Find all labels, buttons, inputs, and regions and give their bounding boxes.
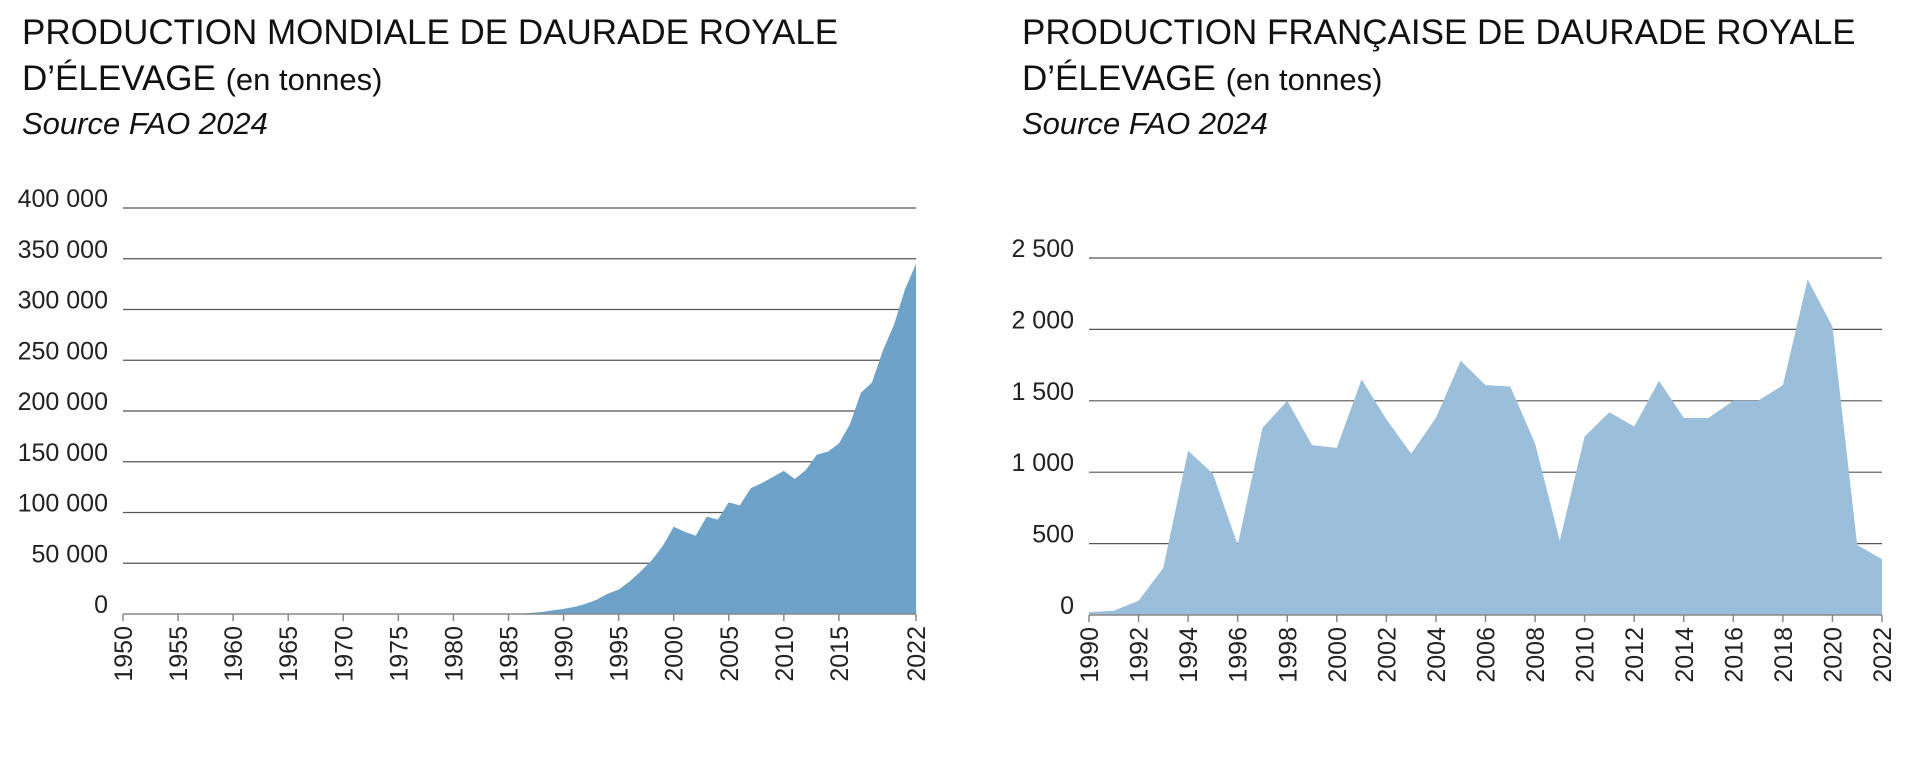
x-tick-label: 1980: [440, 626, 468, 682]
y-tick-label: 1 000: [1011, 449, 1074, 477]
x-tick-label: 1960: [220, 626, 248, 682]
x-tick-label: 1990: [1076, 627, 1104, 683]
chart-source: Source FAO 2024: [22, 106, 268, 141]
world-production-area-chart: 0 50 000 100 000 150 000 200 000 250 000 300 0…: [18, 185, 931, 682]
x-tick-label: 2014: [1671, 627, 1699, 683]
x-tick-label: 2000: [1324, 627, 1352, 683]
y-tick-label: 100 000: [18, 490, 108, 518]
chart-title: PRODUCTION MONDIALE DE DAURADE ROYALE D’…: [22, 10, 838, 103]
x-tick-label: 1994: [1175, 627, 1203, 683]
chart-title-line2: D’ÉLEVAGE (en tonnes): [1022, 56, 1856, 103]
chart-title-unit: (en tonnes): [1225, 62, 1383, 97]
y-tick-label: 0: [1060, 592, 1074, 620]
x-tick-label: 2022: [903, 626, 931, 682]
y-tick-label: 50 000: [32, 540, 108, 568]
y-tick-label: 2 000: [1011, 306, 1074, 334]
x-tick-label: 1995: [606, 626, 634, 682]
chart-title-line2-main: D’ÉLEVAGE: [1022, 59, 1216, 98]
x-tick-label: 2012: [1621, 627, 1649, 683]
x-tick-label: 2020: [1819, 627, 1847, 683]
chart-source: Source FAO 2024: [1022, 106, 1268, 141]
x-tick-label: 2010: [771, 626, 799, 682]
chart-title-unit: (en tonnes): [225, 62, 383, 97]
area-series: [1089, 279, 1882, 615]
x-tick-label: 2016: [1720, 627, 1748, 683]
chart-title-line1: PRODUCTION FRANÇAISE DE DAURADE ROYALE: [1022, 13, 1856, 52]
x-tick-label: 2018: [1770, 627, 1798, 683]
x-tick-label: 2002: [1373, 627, 1401, 683]
x-tick-label: 1950: [110, 626, 138, 682]
france-production-area-chart: 0 500 1 000 1 500 2 000 2 500 1990 1992 1994 1996…: [1011, 235, 1897, 683]
x-tick-label: 2010: [1572, 627, 1600, 683]
y-tick-label: 150 000: [18, 439, 108, 467]
x-tick-label: 2008: [1522, 627, 1550, 683]
y-tick-label: 500: [1032, 521, 1074, 549]
y-tick-label: 300 000: [18, 287, 108, 315]
y-tick-label: 400 000: [18, 185, 108, 213]
x-tick-label: 1992: [1126, 627, 1154, 683]
x-tick-label: 2006: [1473, 627, 1501, 683]
chart-title-line2: D’ÉLEVAGE (en tonnes): [22, 56, 838, 103]
x-tick-label: 2004: [1423, 627, 1451, 683]
chart-title-line1: PRODUCTION MONDIALE DE DAURADE ROYALE: [22, 13, 839, 52]
world-production-chart-panel: PRODUCTION MONDIALE DE DAURADE ROYALE D’…: [0, 0, 931, 774]
y-tick-label: 350 000: [18, 236, 108, 264]
x-tick-label: 1996: [1225, 627, 1253, 683]
area-series: [123, 263, 916, 614]
x-tick-label: 2022: [1869, 627, 1897, 683]
y-tick-label: 2 500: [1011, 235, 1074, 263]
y-tick-label: 250 000: [18, 337, 108, 365]
x-tick-label: 2015: [826, 626, 854, 682]
x-tick-label: 1975: [385, 626, 413, 682]
x-tick-label: 1970: [330, 626, 358, 682]
y-tick-label: 0: [94, 591, 108, 619]
y-tick-label: 200 000: [18, 388, 108, 416]
x-tick-label: 1990: [551, 626, 579, 682]
x-tick-label: 1998: [1274, 627, 1302, 683]
x-tick-label: 1985: [495, 626, 523, 682]
y-tick-label: 1 500: [1011, 378, 1074, 406]
france-production-chart-panel: PRODUCTION FRANÇAISE DE DAURADE ROYALE D…: [1000, 0, 1900, 774]
chart-title-line2-main: D’ÉLEVAGE: [22, 59, 216, 98]
chart-title: PRODUCTION FRANÇAISE DE DAURADE ROYALE D…: [1022, 10, 1856, 103]
x-tick-label: 1965: [275, 626, 303, 682]
x-tick-label: 1955: [165, 626, 193, 682]
x-tick-label: 2000: [661, 626, 689, 682]
x-tick-label: 2005: [716, 626, 744, 682]
